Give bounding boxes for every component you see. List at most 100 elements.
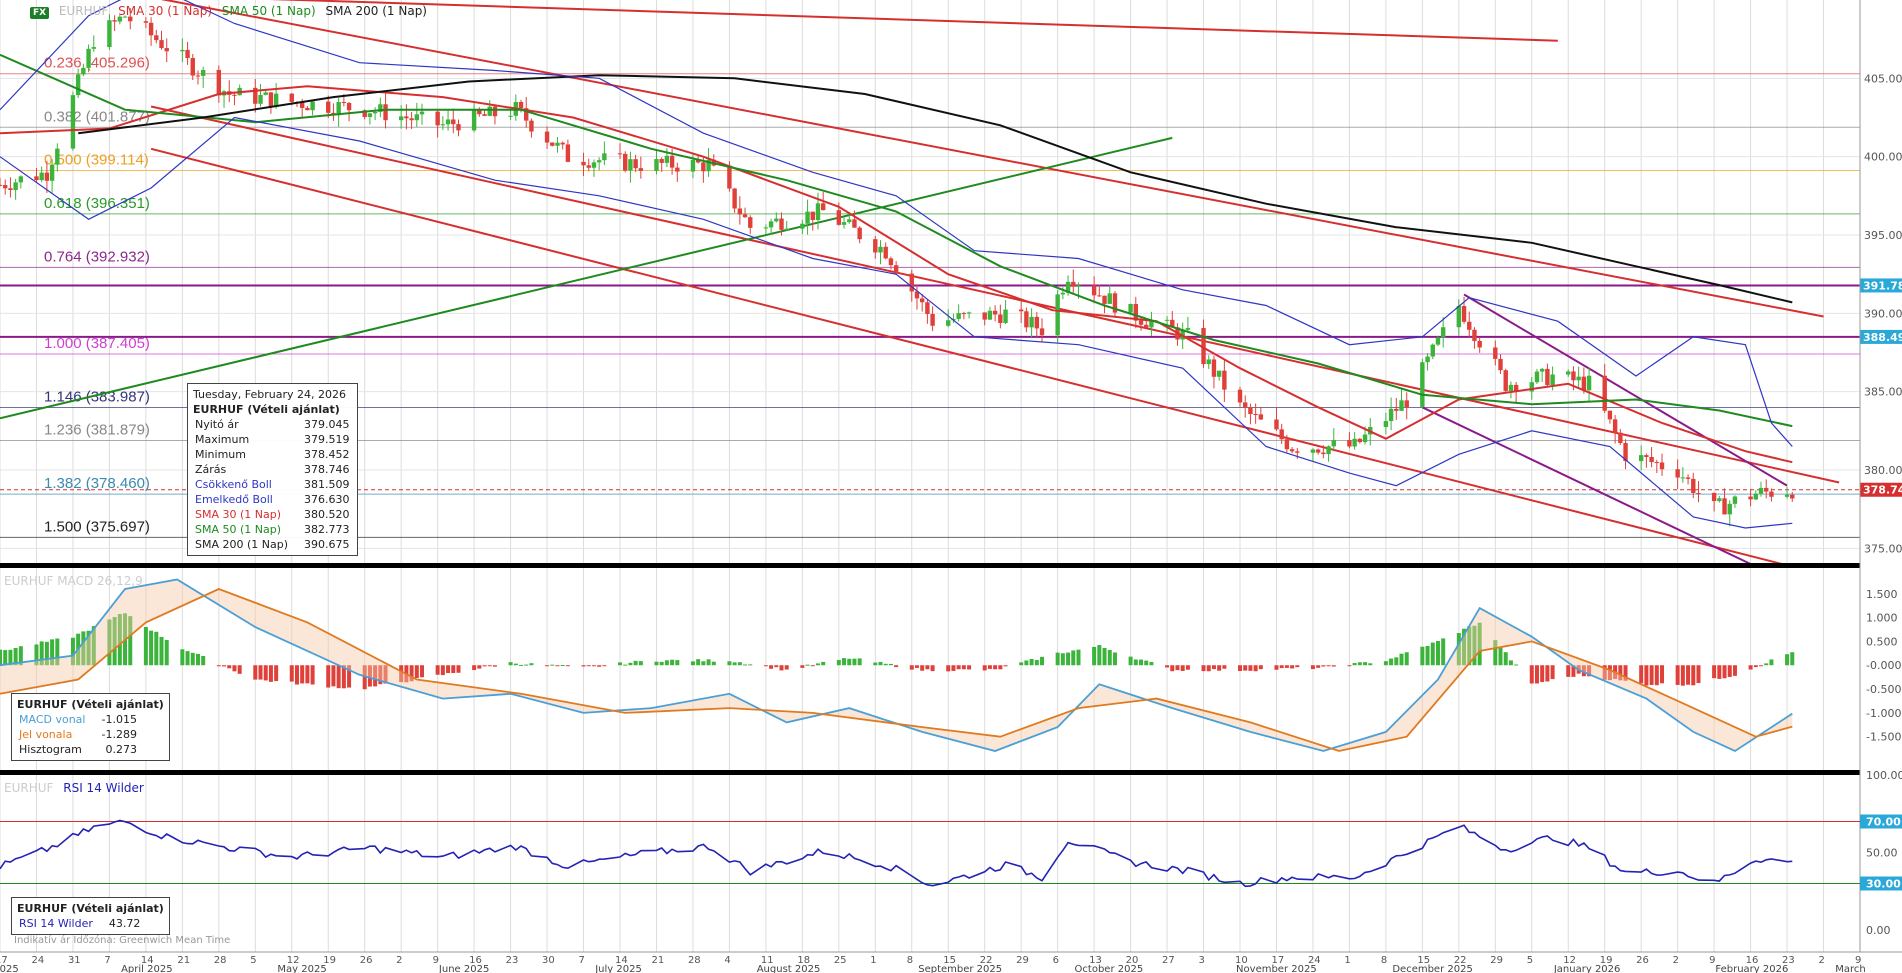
x-axis-month-label: May 2025: [277, 964, 326, 973]
macd-histogram-bar: [513, 663, 518, 666]
candle-body: [925, 302, 930, 314]
tooltip-row-label: SMA 200 (1 Nap): [195, 538, 289, 551]
rsi-axis-tick: 50.00: [1866, 847, 1898, 860]
macd-tooltip: EURHUF (Vételi ajánlat) MACD vonal -1.015…: [11, 693, 170, 761]
candle-body: [623, 153, 628, 171]
candle-body: [1769, 491, 1774, 497]
x-axis-day-tick: 26: [1636, 955, 1649, 966]
candle-body: [273, 93, 279, 108]
macd-histogram-bar: [659, 661, 664, 666]
macd-histogram-bar: [367, 665, 372, 687]
macd-histogram-bar: [451, 665, 456, 674]
x-axis-month-label: April 2025: [121, 964, 172, 973]
macd-histogram-bar: [930, 665, 935, 672]
candle-body: [1071, 281, 1076, 287]
candle-body: [888, 258, 894, 266]
macd-legend-label: EURHUF MACD 26,12,9: [4, 574, 143, 588]
candle-body: [0, 184, 3, 186]
macd-histogram-bar: [769, 665, 774, 669]
macd-histogram-bar: [117, 614, 122, 666]
macd-histogram-bar: [81, 631, 86, 666]
macd-histogram-bar: [107, 619, 112, 666]
legend-sma50: SMA 50 (1 Nap): [221, 4, 316, 18]
tooltip-row-value: -1.289: [101, 728, 137, 741]
series-line-cs-kken-boll: [0, 0, 1793, 447]
candle-body: [1289, 449, 1295, 452]
candle-body: [310, 101, 315, 111]
macd-histogram-bar: [1498, 647, 1503, 666]
macd-histogram-bar: [1170, 665, 1175, 672]
macd-histogram-bar: [1363, 662, 1368, 666]
macd-histogram-bar: [1680, 665, 1685, 686]
series-line-emelked-boll: [0, 116, 1793, 529]
tooltip-row-label: Hisztogram: [19, 743, 82, 756]
candle-body: [1539, 368, 1545, 372]
x-axis-month-label: December 2025: [1392, 964, 1472, 973]
macd-histogram-bar: [732, 662, 737, 666]
macd-histogram-bar: [920, 665, 925, 671]
x-axis-day-tick: 23: [506, 955, 519, 966]
candle-body: [1722, 498, 1727, 515]
candle-body: [91, 47, 96, 49]
candle-body: [70, 95, 76, 149]
macd-histogram-bar: [456, 665, 461, 673]
candle-body: [1675, 469, 1680, 478]
macd-histogram-bar: [1258, 665, 1263, 670]
candle-body: [1180, 329, 1185, 340]
macd-histogram-bar: [1472, 625, 1477, 666]
candle-body: [372, 111, 378, 114]
macd-histogram-bar: [1435, 640, 1440, 666]
macd-axis-tick: -1.500: [1866, 731, 1901, 744]
macd-histogram-bar: [50, 639, 55, 666]
macd-histogram-bar: [1660, 665, 1665, 684]
x-axis-day-tick: 15: [1417, 955, 1430, 966]
macd-histogram-bar: [1253, 665, 1258, 672]
panel-separator: [0, 770, 1860, 775]
macd-axis-tick: -0.000: [1866, 659, 1901, 672]
series-line-sma-200-1-nap-: [78, 74, 1793, 304]
macd-histogram-bar: [1394, 657, 1399, 666]
macd-histogram-bar: [1691, 665, 1696, 686]
macd-histogram-bar: [1357, 662, 1362, 666]
macd-histogram-bar: [289, 665, 294, 682]
macd-histogram-bar: [1493, 640, 1498, 666]
macd-histogram-bar: [711, 661, 716, 666]
macd-histogram-bar: [852, 658, 857, 666]
candle-body: [1326, 446, 1331, 455]
macd-histogram-bar: [86, 630, 91, 666]
candle-body: [544, 131, 550, 143]
macd-histogram-bar: [190, 652, 195, 666]
macd-histogram-bar: [258, 665, 263, 680]
macd-histogram-bar: [524, 664, 529, 666]
candle-body: [200, 69, 206, 76]
candle-body: [873, 239, 878, 253]
x-axis-day-tick: 7: [579, 955, 585, 966]
price-axis-tick: 395.000: [1864, 229, 1902, 242]
candle-body: [1248, 407, 1253, 415]
macd-histogram-bar: [842, 658, 847, 666]
tooltip-title: EURHUF (Vételi ajánlat): [193, 403, 340, 416]
candle-body: [86, 48, 91, 68]
candle-body: [1727, 503, 1732, 515]
candle-body: [982, 312, 987, 320]
macd-histogram-bar: [232, 665, 237, 672]
macd-histogram-bar: [993, 665, 998, 670]
macd-histogram-bar: [1639, 665, 1644, 684]
macd-histogram-bar: [195, 653, 200, 666]
rsi-line: [0, 819, 1793, 888]
tooltip-row-value: 43.72: [108, 917, 141, 930]
rsi-tooltip-rows: RSI 14 Wilder 43.72: [17, 916, 142, 931]
candle-body: [1784, 494, 1790, 497]
macd-histogram-bar: [737, 662, 742, 666]
candle-body: [956, 313, 961, 319]
candle-body: [107, 20, 112, 48]
candle-body: [1284, 439, 1290, 450]
macd-histogram-bar: [1102, 647, 1107, 666]
macd-histogram-bar: [1467, 626, 1472, 666]
macd-histogram-bar: [1540, 665, 1545, 683]
candle-body: [1711, 492, 1717, 502]
candle-body: [445, 119, 451, 125]
fib-level-label: 0.236 (405.296): [44, 55, 150, 72]
candle-body: [737, 208, 743, 215]
